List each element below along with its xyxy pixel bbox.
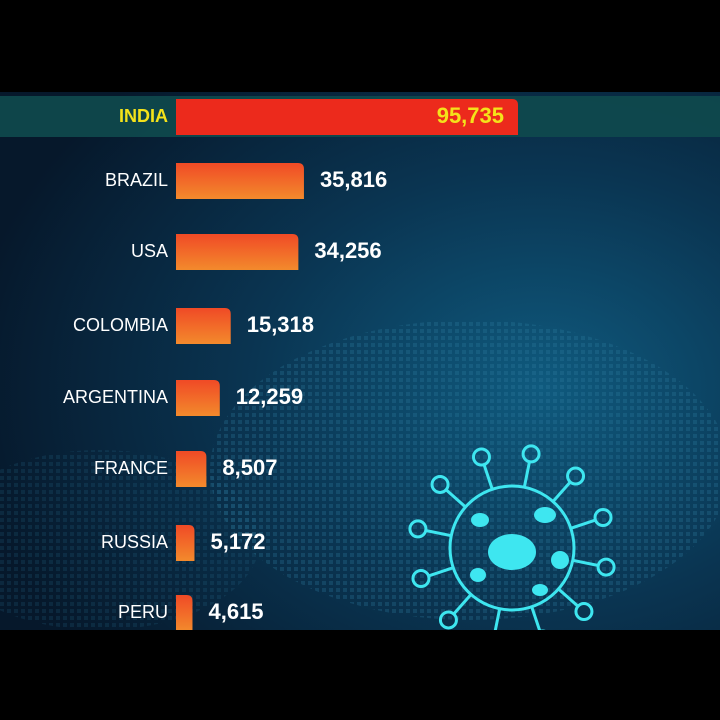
bar: [176, 525, 195, 561]
virus-spot: [551, 551, 569, 569]
value-label: 4,615: [208, 599, 263, 624]
bar: [176, 380, 220, 416]
bar: [176, 163, 304, 199]
bar: [176, 99, 518, 135]
virus-spike-tip: [408, 519, 428, 539]
virus-spot: [532, 584, 548, 596]
virus-spike-tip: [411, 569, 431, 589]
virus-spot: [471, 513, 489, 527]
virus-spike: [445, 488, 467, 509]
virus-spike: [530, 606, 542, 630]
virus-spike-tip: [430, 474, 450, 494]
category-label: ARGENTINA: [63, 387, 168, 407]
virus-spike-tip: [521, 444, 541, 464]
category-label: USA: [131, 241, 168, 261]
virus-spike: [572, 558, 599, 567]
world-map: [210, 320, 720, 620]
virus-spike: [493, 608, 502, 630]
category-label: INDIA: [119, 106, 168, 126]
value-label: 8,507: [222, 455, 277, 480]
value-label: 15,318: [247, 312, 314, 337]
virus-spike-tip: [574, 602, 594, 622]
virus-spike-tip: [471, 447, 491, 467]
category-label: RUSSIA: [101, 532, 168, 552]
virus-spike-tip: [438, 610, 458, 630]
value-label: 95,735: [437, 103, 504, 128]
virus-spike: [482, 464, 494, 490]
value-label: 5,172: [210, 529, 265, 554]
bar: [176, 451, 207, 487]
virus-spike: [452, 593, 473, 615]
virus-spot: [470, 568, 486, 582]
category-label: COLOMBIA: [73, 315, 168, 335]
category-label: PERU: [118, 602, 168, 622]
plot: INDIA 95,735 BRAZIL 35,816 USA 34,256 COLOMBIA…: [0, 92, 720, 630]
category-label: BRAZIL: [105, 170, 168, 190]
value-label: 12,259: [236, 384, 303, 409]
virus-body: [448, 484, 576, 612]
virus-spot: [534, 507, 556, 523]
virus-spot: [488, 534, 536, 570]
category-label: FRANCE: [94, 458, 168, 478]
value-label: 35,816: [320, 167, 387, 192]
virus-spike: [425, 529, 452, 538]
virus-spike-tip: [593, 507, 613, 527]
world-map: [0, 450, 260, 630]
virus-spike: [428, 566, 454, 578]
bar: [176, 595, 193, 630]
virus-spike-tip: [566, 466, 586, 486]
virus-spike-tip: [596, 557, 616, 577]
bar: [176, 234, 299, 270]
virus-icon: [408, 444, 616, 630]
bar: [176, 308, 231, 344]
virus-spike: [551, 481, 572, 503]
virus-spike: [522, 461, 531, 488]
value-label: 34,256: [314, 238, 381, 263]
virus-spike: [557, 587, 579, 608]
virus-spike: [570, 518, 596, 530]
